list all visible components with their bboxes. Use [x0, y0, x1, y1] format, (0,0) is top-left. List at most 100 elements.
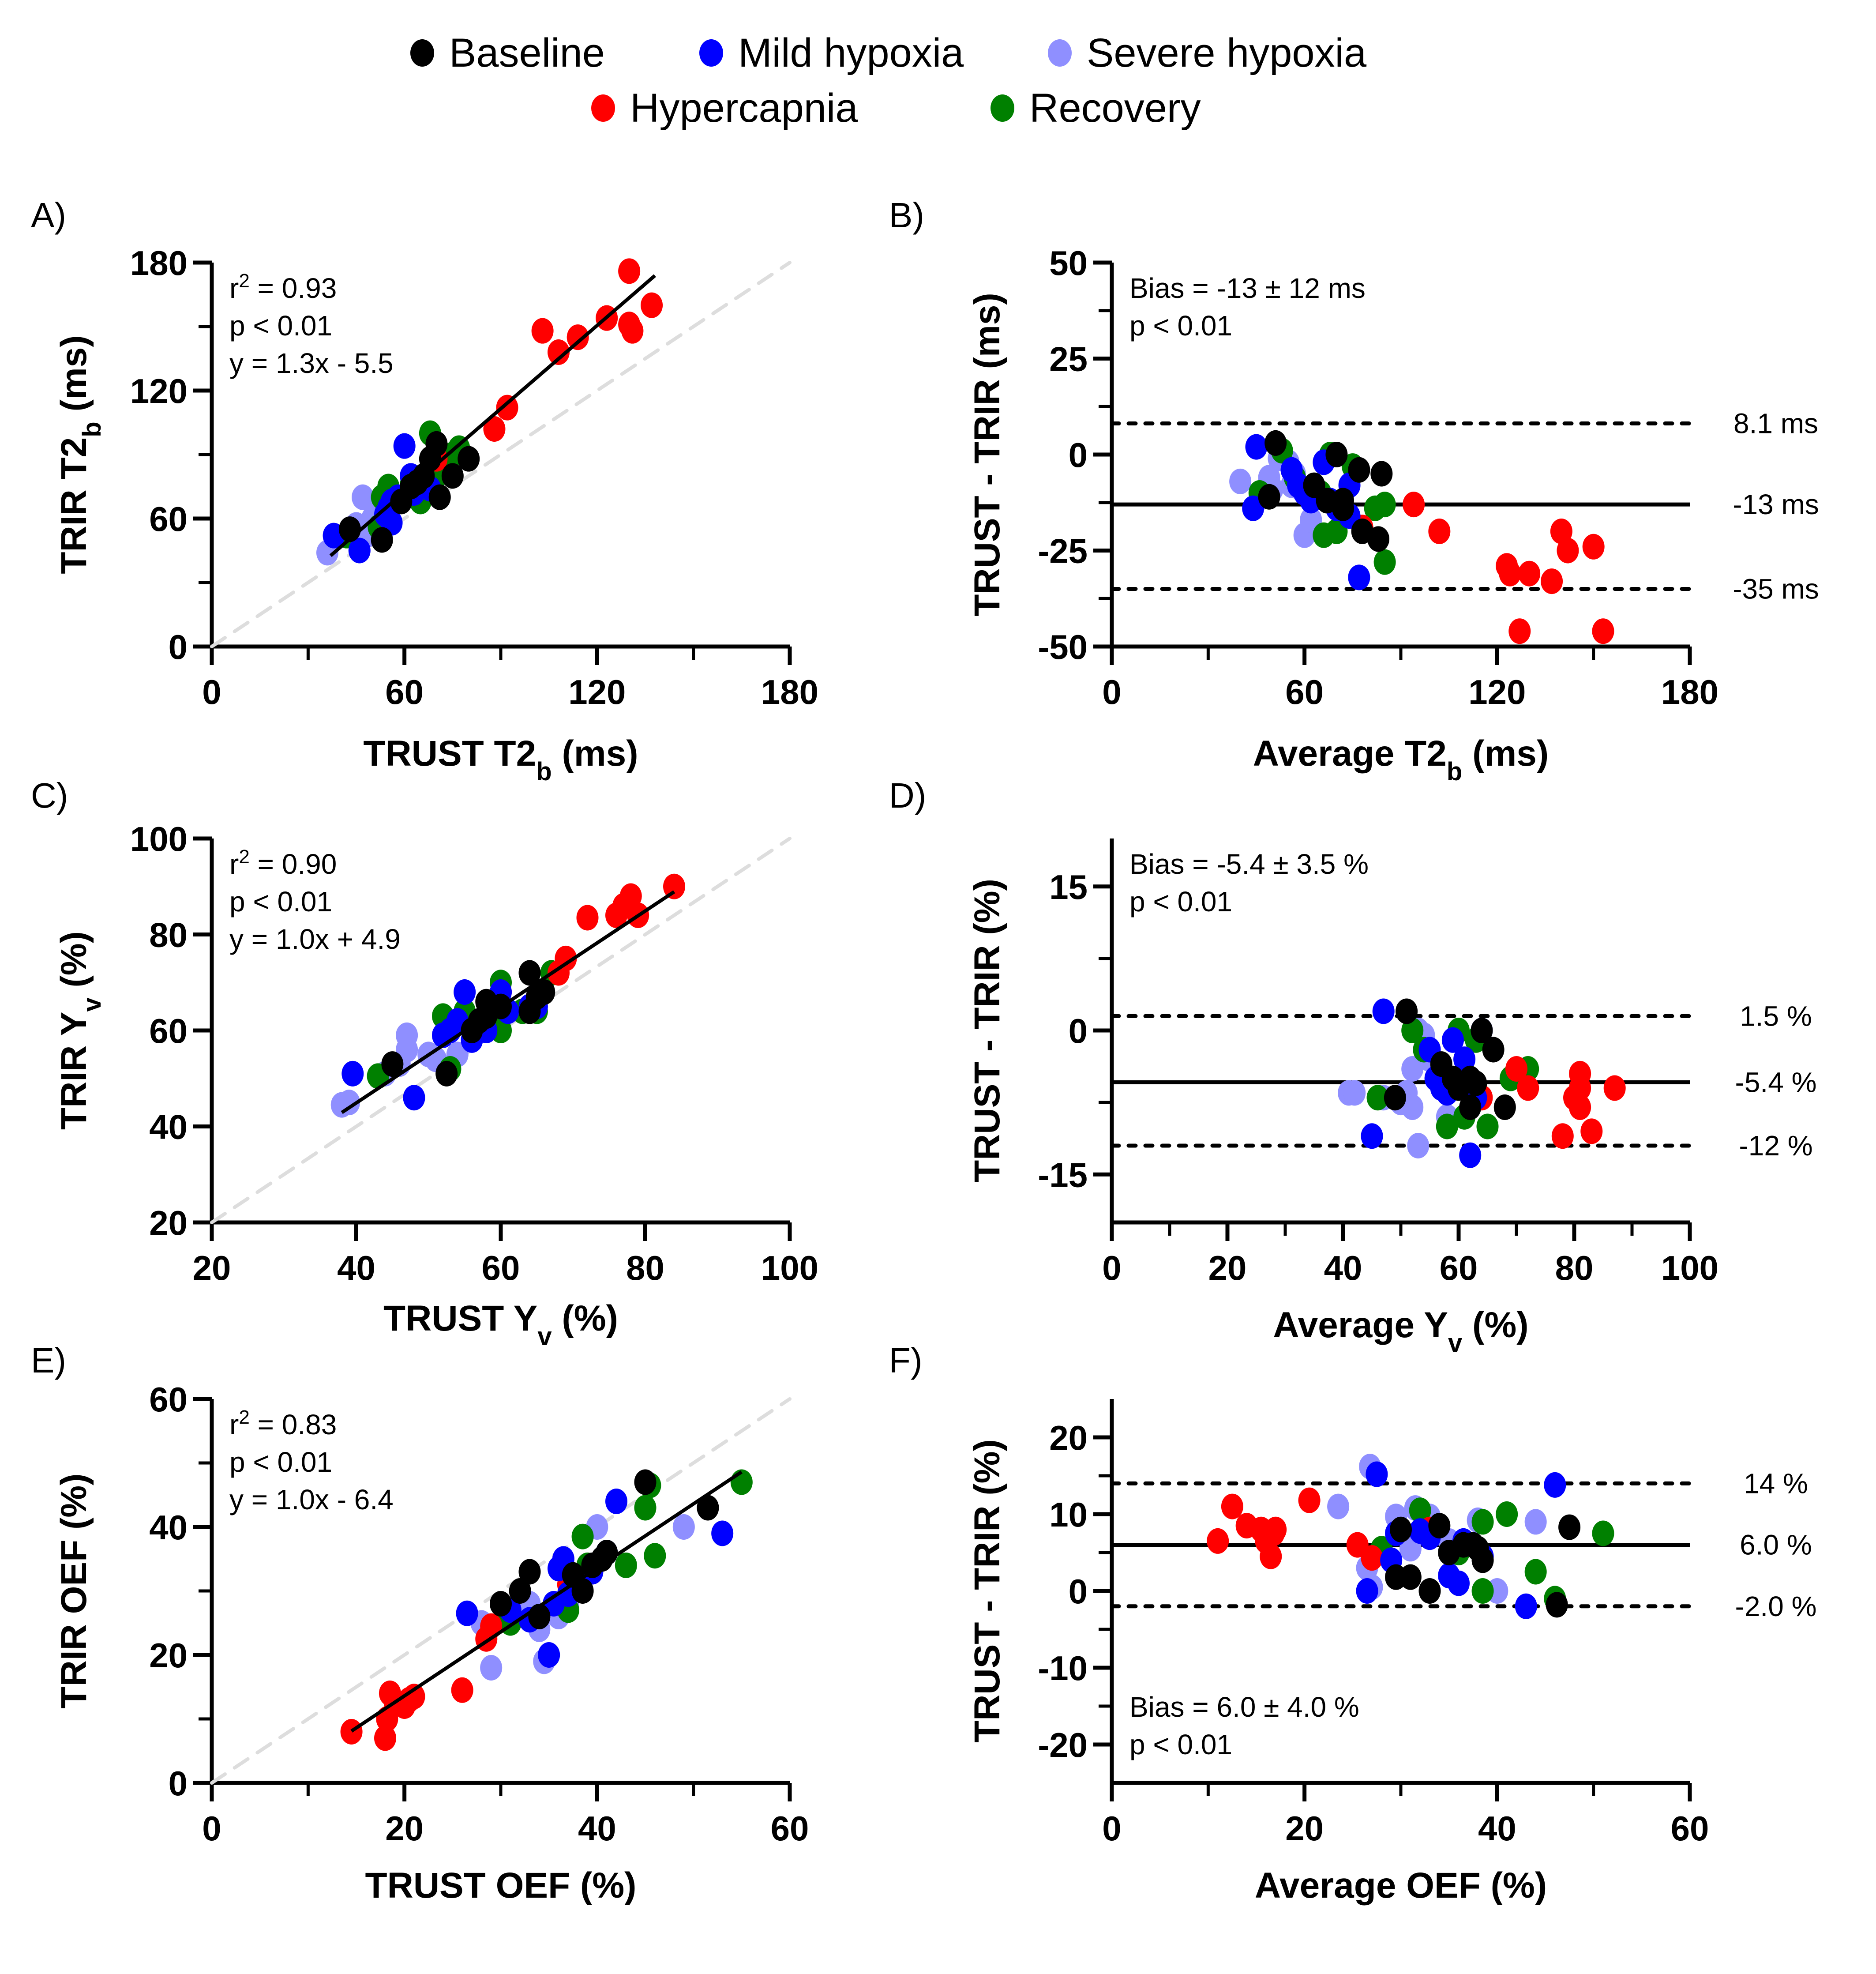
regression-line — [350, 1470, 743, 1733]
y-axis-title: TRUST - TRIR (ms) — [967, 293, 1007, 616]
y-axis-title-subscript: v — [78, 997, 106, 1011]
legend-marker-recovery — [991, 94, 1014, 122]
data-point-hypercapnia — [1260, 1543, 1282, 1569]
data-point-hypercapnia — [1361, 1545, 1383, 1571]
annotation-text: Bias = -5.4 ± 3.5 % — [1129, 848, 1369, 880]
y-tick-label: -20 — [1038, 1726, 1088, 1764]
data-point-baseline — [428, 484, 451, 510]
y-tick-label: 80 — [149, 916, 188, 955]
annotation-text: r2 = 0.90 — [229, 846, 337, 880]
y-tick-label: 40 — [149, 1108, 188, 1147]
data-point-mild-hypoxia — [1441, 1027, 1464, 1053]
data-point-recovery — [1409, 1497, 1431, 1523]
y-tick-label: -50 — [1038, 628, 1088, 666]
data-point-mild-hypoxia — [1361, 1123, 1383, 1149]
legend: Baseline Mild hypoxia Severe hypoxia Hyp… — [0, 26, 1876, 141]
x-tick-label: 60 — [1671, 1809, 1709, 1848]
regression-line — [329, 274, 656, 557]
data-point-hypercapnia — [403, 1684, 425, 1710]
annotation-text: p < 0.01 — [1129, 310, 1232, 342]
legend-label-severe-hypoxia: Severe hypoxia — [1087, 30, 1367, 75]
x-tick-label: 180 — [1661, 673, 1718, 711]
data-point-baseline — [1482, 1037, 1505, 1063]
x-tick-label: 180 — [761, 673, 818, 711]
data-point-severe-hypoxia — [1401, 1056, 1424, 1082]
y-axis-title-subscript: b — [78, 421, 106, 437]
data-point-hypercapnia — [1569, 1094, 1591, 1120]
data-point-severe-hypoxia — [1229, 468, 1252, 494]
limit-of-agreement-label: -2.0 % — [1735, 1590, 1817, 1622]
series-hypercapnia — [340, 1572, 579, 1751]
data-point-baseline — [1558, 1514, 1581, 1540]
data-point-baseline — [441, 463, 464, 489]
x-axis-title-unit: (ms) — [552, 733, 638, 774]
y-axis-title: TRUST - TRIR (%) — [967, 1439, 1007, 1743]
y-tick-label: 100 — [130, 820, 188, 858]
x-tick-label: 0 — [202, 1809, 221, 1848]
y-tick-label: 60 — [149, 1380, 188, 1419]
y-tick-label: 0 — [1069, 1011, 1088, 1050]
data-point-mild-hypoxia — [1348, 564, 1370, 590]
data-point-baseline — [1396, 998, 1418, 1024]
data-point-recovery — [1496, 1501, 1518, 1527]
x-tick-label: 20 — [1285, 1809, 1324, 1848]
data-point-hypercapnia — [567, 324, 589, 350]
panel-label: F) — [889, 1341, 923, 1380]
data-point-recovery — [1476, 1113, 1499, 1139]
x-axis-title-unit: (%) — [552, 1298, 618, 1339]
data-point-hypercapnia — [483, 416, 506, 442]
x-tick-label: 60 — [385, 673, 424, 711]
data-point-hypercapnia — [1603, 1075, 1626, 1101]
data-point-baseline — [1471, 1018, 1493, 1043]
data-point-baseline — [697, 1495, 719, 1521]
x-axis-title: TRUST Yv (%) — [383, 1298, 618, 1351]
legend-label-mild-hypoxia: Mild hypoxia — [738, 30, 964, 75]
legend-label-recovery: Recovery — [1029, 85, 1201, 131]
annotation-value: = 0.83 — [250, 1409, 337, 1440]
legend-item-baseline: Baseline — [410, 26, 605, 79]
data-point-hypercapnia — [663, 873, 685, 899]
legend-marker-mild-hypoxia — [699, 39, 723, 67]
annotation-superscript: 2 — [239, 846, 249, 868]
panel-f: F) 0 20 40 60 -20 -10 0 10 20 Average OEF (%) TRUST… — [889, 1341, 1816, 1906]
data-point-mild-hypoxia — [538, 1642, 560, 1668]
data-point-baseline — [1384, 1085, 1406, 1111]
data-point-recovery — [1373, 549, 1396, 575]
panel-b: B) 0 60 120 180 -50 -25 0 25 50 Average T2b (ms) TR… — [889, 196, 1819, 786]
legend-row-2: Hypercapnia Recovery — [0, 82, 1876, 135]
y-tick-label: 40 — [149, 1508, 188, 1547]
x-tick-label: 80 — [626, 1248, 664, 1287]
data-point-mild-hypoxia — [1356, 1578, 1378, 1604]
panel-label: A) — [31, 196, 66, 235]
data-point-recovery — [1524, 1559, 1547, 1585]
data-point-baseline — [371, 527, 393, 553]
data-point-baseline — [1348, 457, 1370, 483]
y-tick-label: 20 — [149, 1203, 188, 1242]
x-axis-title: TRUST OEF (%) — [365, 1865, 637, 1906]
data-point-hypercapnia — [1221, 1493, 1243, 1519]
y-axis-title: TRIR OEF (%) — [54, 1474, 94, 1709]
data-point-baseline — [435, 1060, 458, 1087]
y-tick-label: 0 — [169, 628, 188, 666]
x-tick-label: 0 — [1102, 1809, 1121, 1848]
annotation-text: y = 1.3x - 5.5 — [229, 347, 394, 379]
y-axis-title: TRUST - TRIR (%) — [967, 879, 1007, 1182]
y-tick-label: 0 — [1069, 436, 1088, 474]
annotation-text: r2 = 0.83 — [229, 1406, 337, 1441]
x-tick-label: 20 — [193, 1248, 231, 1287]
annotation-text: y = 1.0x + 4.9 — [229, 923, 401, 955]
y-tick-label: 25 — [1049, 340, 1088, 379]
y-axis-title: TRIR T2b (ms) — [54, 335, 106, 574]
data-point-baseline — [1399, 1564, 1422, 1590]
annotation-value: = 0.90 — [250, 848, 337, 880]
legend-item-mild-hypoxia: Mild hypoxia — [699, 26, 964, 79]
legend-item-hypercapnia: Hypercapnia — [591, 82, 858, 135]
x-tick-label: 60 — [1440, 1248, 1478, 1287]
data-point-hypercapnia — [1428, 519, 1451, 544]
series-baseline — [1384, 998, 1516, 1120]
x-tick-label: 120 — [568, 673, 626, 711]
panel-label: C) — [31, 776, 68, 815]
annotation-text: p < 0.01 — [229, 310, 332, 342]
x-tick-label: 60 — [1285, 673, 1324, 711]
data-point-baseline — [1367, 526, 1390, 552]
